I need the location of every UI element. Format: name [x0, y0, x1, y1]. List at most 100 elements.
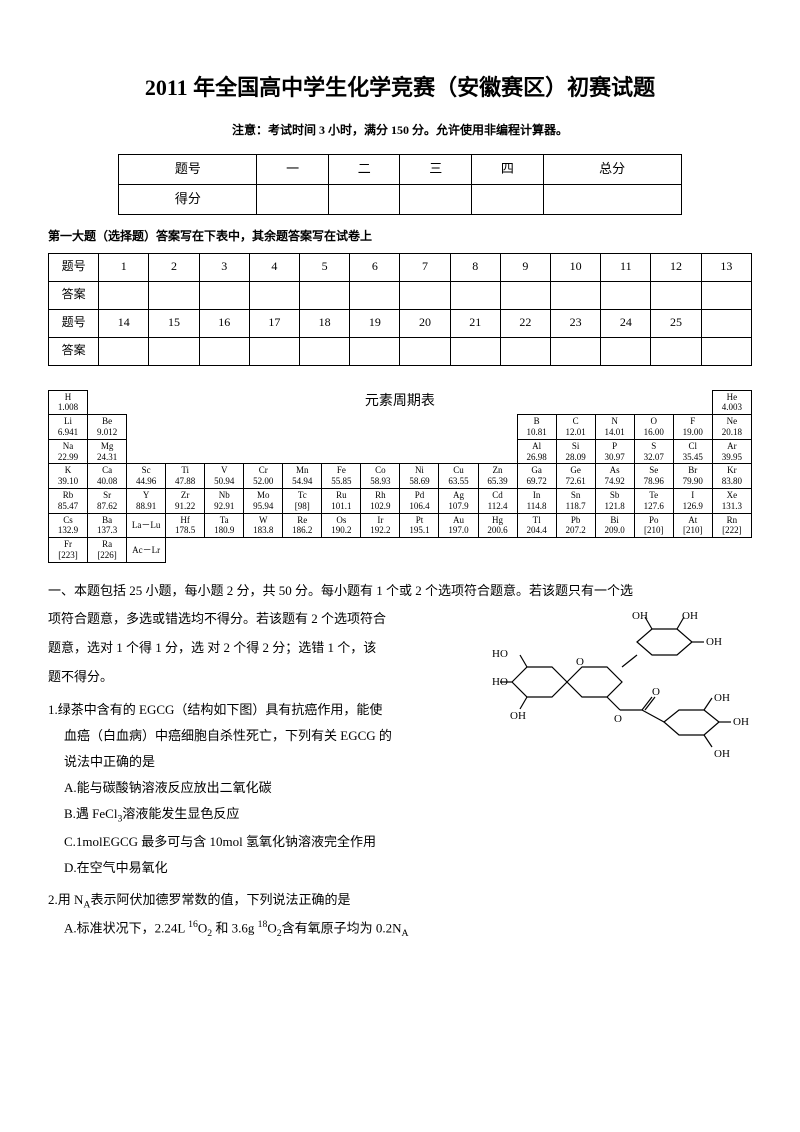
element-cell	[283, 439, 322, 464]
svg-text:O: O	[652, 686, 660, 698]
cell: 20	[400, 309, 450, 337]
score-header: 三	[400, 155, 472, 185]
element-cell: Sc44.96	[127, 464, 166, 489]
periodic-table: H1.008元素周期表He4.003Li6.941Be9.012B10.81C1…	[48, 390, 752, 563]
element-cell	[205, 538, 244, 563]
svg-text:OH: OH	[733, 716, 749, 728]
score-row-label: 得分	[119, 185, 257, 215]
element-cell: Y88.91	[127, 488, 166, 513]
score-table: 题号 一 二 三 四 总分 得分	[118, 154, 681, 215]
cell: 2	[149, 253, 199, 281]
cell: 18	[300, 309, 350, 337]
element-cell	[361, 415, 400, 440]
score-header: 一	[257, 155, 329, 185]
element-cell	[400, 439, 439, 464]
element-cell: Pb207.2	[556, 513, 595, 538]
cell: 21	[450, 309, 500, 337]
element-cell: Ru101.1	[322, 488, 361, 513]
element-cell	[244, 415, 283, 440]
element-cell: Ti47.88	[166, 464, 205, 489]
egcg-structure: HO HO OH O OH OH OH O O OH OH OH	[492, 607, 752, 777]
element-cell: Au197.0	[439, 513, 478, 538]
element-cell: P30.97	[595, 439, 634, 464]
element-cell: Cu63.55	[439, 464, 478, 489]
element-cell: Kr83.80	[712, 464, 751, 489]
cell: 24	[601, 309, 651, 337]
element-cell: Po[210]	[634, 513, 673, 538]
page-title: 2011 年全国高中学生化学竞赛（安徽赛区）初赛试题	[48, 70, 752, 105]
option-b: B.遇 FeCl3溶液能发生显色反应	[48, 801, 752, 829]
cell: 3	[199, 253, 249, 281]
element-cell	[166, 439, 205, 464]
element-cell: Te127.6	[634, 488, 673, 513]
score-header: 题号	[119, 155, 257, 185]
element-cell	[478, 415, 517, 440]
element-cell	[166, 538, 205, 563]
element-cell	[400, 538, 439, 563]
cell	[701, 309, 751, 337]
element-cell: Ba137.3	[88, 513, 127, 538]
q-text: 绿茶中含有的 EGCG（结构如下图）具有抗癌作用，能使	[58, 702, 383, 717]
element-cell: Sb121.8	[595, 488, 634, 513]
option-a: A.能与碳酸钠溶液反应放出二氧化碳	[48, 775, 752, 801]
option-a: A.标准状况下，2.24L 16O2 和 3.6g 18O2含有氧原子均为 0.…	[48, 915, 752, 943]
element-cell	[400, 415, 439, 440]
cell: 22	[500, 309, 550, 337]
element-cell: Rh102.9	[361, 488, 400, 513]
element-cell: Tc[98]	[283, 488, 322, 513]
cell: 25	[651, 309, 701, 337]
element-cell: Zr91.22	[166, 488, 205, 513]
element-cell: C12.01	[556, 415, 595, 440]
element-cell: Ag107.9	[439, 488, 478, 513]
q-num: 1.	[48, 702, 58, 717]
cell: 6	[350, 253, 400, 281]
cell: 8	[450, 253, 500, 281]
cell: 5	[300, 253, 350, 281]
element-cell: Hg200.6	[478, 513, 517, 538]
element-cell: Nb92.91	[205, 488, 244, 513]
cell: 16	[199, 309, 249, 337]
element-cell: Tl204.4	[517, 513, 556, 538]
element-cell: Ir192.2	[361, 513, 400, 538]
svg-text:OH: OH	[714, 692, 730, 704]
element-cell: Xe131.3	[712, 488, 751, 513]
row-label: 答案	[49, 281, 99, 309]
element-cell: H1.008	[49, 390, 88, 415]
element-cell: Hf178.5	[166, 513, 205, 538]
cell: 10	[551, 253, 601, 281]
element-cell: Se78.96	[634, 464, 673, 489]
element-cell: Ne20.18	[712, 415, 751, 440]
svg-text:O: O	[576, 656, 584, 668]
svg-text:O: O	[614, 713, 622, 725]
score-cell	[472, 185, 544, 215]
element-cell	[712, 538, 751, 563]
element-cell: Mn54.94	[283, 464, 322, 489]
element-cell: He4.003	[712, 390, 751, 415]
element-cell: B10.81	[517, 415, 556, 440]
element-cell	[322, 415, 361, 440]
element-cell: Br79.90	[673, 464, 712, 489]
element-cell: 元素周期表	[88, 390, 713, 415]
element-cell	[595, 538, 634, 563]
cell: 17	[249, 309, 299, 337]
cell: 15	[149, 309, 199, 337]
element-cell: Fe55.85	[322, 464, 361, 489]
element-cell	[244, 538, 283, 563]
element-cell: K39.10	[49, 464, 88, 489]
svg-text:OH: OH	[714, 748, 730, 760]
row-label: 题号	[49, 253, 99, 281]
score-cell	[257, 185, 329, 215]
option-c: C.1molEGCG 最多可与含 10mol 氢氧化钠溶液完全作用	[48, 829, 752, 855]
cell: 9	[500, 253, 550, 281]
element-cell	[439, 538, 478, 563]
answer-table: 题号 1 2 3 4 5 6 7 8 9 10 11 12 13 答案 题号 1…	[48, 253, 752, 366]
element-cell	[127, 439, 166, 464]
instructions-line: 一、本题包括 25 小题，每小题 2 分，共 50 分。每小题有 1 个或 2 …	[48, 577, 752, 606]
row-label: 答案	[49, 337, 99, 365]
element-cell: Ar39.95	[712, 439, 751, 464]
section-label: 第一大题（选择题）答案写在下表中，其余题答案写在试卷上	[48, 227, 752, 246]
score-cell	[400, 185, 472, 215]
svg-text:OH: OH	[510, 710, 526, 722]
element-cell: As74.92	[595, 464, 634, 489]
element-cell: Cr52.00	[244, 464, 283, 489]
